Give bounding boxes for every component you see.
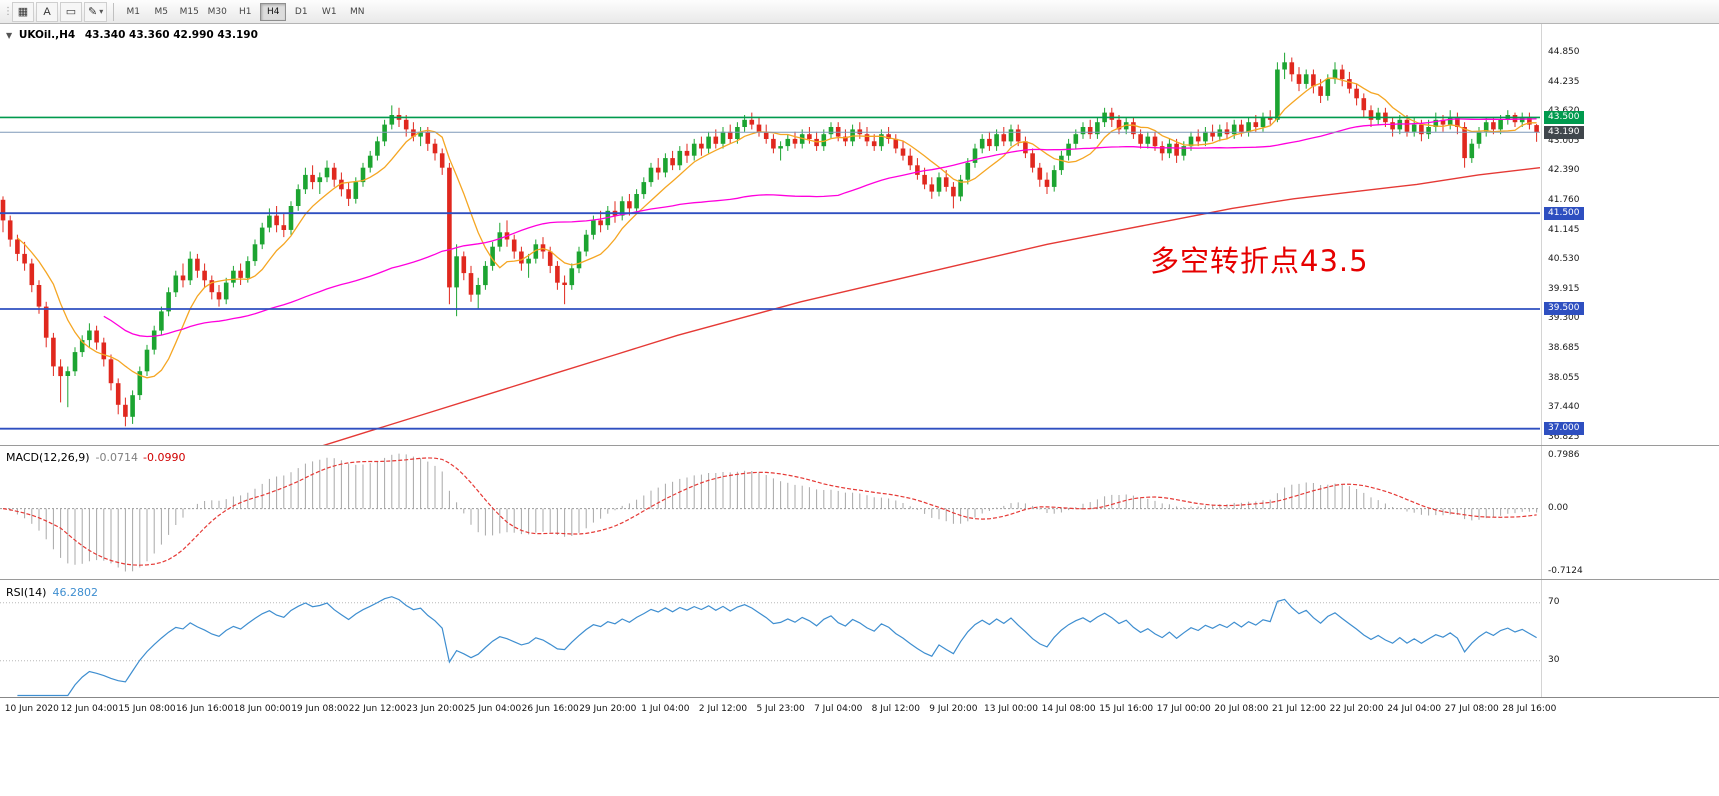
annotation-text: 多空转折点43.5 [1150,244,1369,278]
time-axis-label: 17 Jul 00:00 [1156,704,1211,714]
scale-label: 0.7986 [1548,450,1580,460]
macd-name: MACD(12,26,9) [6,451,90,464]
frame-icon: ▭ [65,6,77,18]
time-axis-label: 14 Jul 08:00 [1041,704,1096,714]
time-axis-label: 22 Jul 20:00 [1329,704,1384,714]
scale-label: 36.825 [1548,431,1580,442]
macd-main-value: -0.0714 [95,451,139,464]
rsi-value: 46.2802 [52,586,98,599]
scale-label: 42.390 [1548,165,1580,176]
text-annotation-button[interactable]: A [36,1,58,22]
scale-label: 39.915 [1548,283,1580,294]
rsi-name: RSI(14) [6,586,47,599]
scale-label: 38.685 [1548,342,1580,353]
time-axis-label: 26 Jun 16:00 [521,704,579,714]
timeframe-button-m1[interactable]: M1 [120,3,146,21]
time-axis-label: 21 Jul 12:00 [1272,704,1326,714]
price-tag: 43.500 [1544,110,1584,124]
scale-label: 44.850 [1548,47,1580,58]
time-axis[interactable]: 10 Jun 2020 12 Jun 04:00 15 Jun 08:00 16 Ju… [0,697,1719,796]
scale-label: 37.440 [1548,402,1580,413]
caret-down-icon: ▾ [99,7,104,16]
time-axis-label: 7 Jul 04:00 [814,704,863,714]
timeframe-button-m30[interactable]: M30 [204,3,230,21]
scale-label: 30 [1548,655,1560,666]
time-axis-label: 22 Jun 12:00 [348,704,406,714]
chart-area: ▼ UKOil.,H4 43.340 43.360 42.990 43.190 … [0,24,1719,796]
frame-tool-button[interactable]: ▭ [60,1,82,22]
scale-label: 0.00 [1548,503,1569,514]
time-axis-label: 24 Jul 04:00 [1387,704,1442,714]
scale-label: -0.7124 [1548,566,1583,576]
time-axis-label: 16 Jun 16:00 [176,704,234,714]
time-axis-label: 5 Jul 23:00 [756,704,805,714]
timeframe-button-m15[interactable]: M15 [176,3,202,21]
scale-label: 41.145 [1548,224,1580,235]
chart-stack-icon: ▦ [17,6,29,18]
time-axis-label: 19 Jun 08:00 [291,704,349,714]
time-axis-label: 29 Jun 20:00 [579,704,637,714]
symbol-info: ▼ UKOil.,H4 43.340 43.360 42.990 43.190 [6,29,258,41]
ohlc-values: 43.340 43.360 42.990 43.190 [84,29,258,41]
timeframe-button-mn[interactable]: MN [344,3,370,21]
macd-signal-value: -0.0990 [143,451,186,464]
price-tag: 41.500 [1544,206,1584,220]
rsi-indicator-label: RSI(14) 46.2802 [6,586,98,599]
time-axis-label: 23 Jun 20:00 [406,704,464,714]
timeframe-button-d1[interactable]: D1 [288,3,314,21]
scale-label: 40.530 [1548,254,1580,265]
chevron-down-icon: ▼ [6,31,13,40]
timeframe-button-h1[interactable]: H1 [232,3,258,21]
time-axis-label: 18 Jun 00:00 [233,704,291,714]
time-axis-label: 27 Jul 08:00 [1444,704,1499,714]
macd-indicator-label: MACD(12,26,9) -0.0714 -0.0990 [6,451,185,464]
toolbar-grip[interactable]: ⋮ [3,6,13,17]
scale-label: 38.055 [1548,372,1580,383]
time-axis-label: 9 Jul 20:00 [929,704,978,714]
draw-tools-dropdown-button[interactable]: ✎ ▾ [84,1,108,22]
price-scale-edge [1541,24,1542,697]
pane-separator-macd[interactable] [0,445,1719,446]
timeframe-button-h4[interactable]: H4 [260,2,287,21]
chart-stack-button[interactable]: ▦ [12,1,34,22]
scale-label: 41.760 [1548,195,1580,206]
symbol-timeframe-label: UKOil.,H4 [18,29,76,41]
price-tag: 37.000 [1544,422,1584,436]
time-axis-label: 28 Jul 16:00 [1502,704,1557,714]
time-axis-label: 2 Jul 12:00 [698,704,748,714]
time-axis-label: 15 Jun 08:00 [118,704,176,714]
pane-separator-rsi[interactable] [0,579,1719,580]
pen-icon: ✎ [88,6,98,18]
timeframe-group: M1 M5 M15 M30 H1 H4 D1 W1 MN [119,2,371,21]
scale-label: 70 [1548,597,1560,608]
time-axis-label: 15 Jul 16:00 [1099,704,1154,714]
price-tag: 39.500 [1544,302,1584,316]
scale-label: 43.005 [1548,135,1580,146]
time-axis-label: 10 Jun 2020 [4,704,59,714]
time-axis-label: 13 Jul 00:00 [984,704,1038,714]
price-scale[interactable]: 44.85044.23543.62043.00542.39041.76041.1… [1543,24,1719,796]
time-axis-label: 25 Jun 04:00 [464,704,522,714]
toolbar-separator [113,2,115,21]
toolbar: ⋮ ▦ A ▭ ✎ ▾ M1 M5 M15 M30 H1 H4 D1 W1 MN [0,0,1719,24]
time-axis-label: 1 Jul 04:00 [641,704,690,714]
scale-label: 44.235 [1548,76,1580,87]
timeframe-button-m5[interactable]: M5 [148,3,174,21]
chart-canvas[interactable] [0,24,1719,796]
time-axis-label: 12 Jun 04:00 [60,704,118,714]
time-axis-label: 8 Jul 12:00 [871,704,920,714]
price-tag: 43.190 [1544,125,1584,139]
scale-label: 39.300 [1548,313,1580,324]
timeframe-button-w1[interactable]: W1 [316,3,342,21]
time-axis-label: 20 Jul 08:00 [1214,704,1269,714]
